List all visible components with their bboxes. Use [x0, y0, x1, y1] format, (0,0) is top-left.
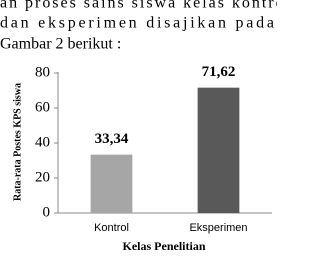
y-tick-label: 60: [35, 99, 50, 115]
y-tick-label: 40: [35, 134, 50, 150]
page: an proses sains siswa kelas kontrol dan …: [0, 0, 277, 253]
paragraph-line: Gambar 2 berikut :: [0, 36, 121, 53]
x-tick-label: Eksperimen: [189, 222, 247, 234]
y-tick-label: 0: [43, 204, 51, 220]
x-tick-label: Kontrol: [94, 222, 129, 234]
x-axis-label: Kelas Penelitian: [123, 239, 206, 253]
value-label: 33,34: [95, 131, 129, 147]
bar: [197, 87, 240, 213]
y-tick-label: 80: [35, 64, 50, 80]
value-label: 71,62: [202, 64, 236, 80]
bar: [90, 154, 133, 213]
y-axis-label: Rata-rata Postes KPS siswa: [12, 83, 23, 201]
y-tick-label: 20: [35, 169, 50, 185]
